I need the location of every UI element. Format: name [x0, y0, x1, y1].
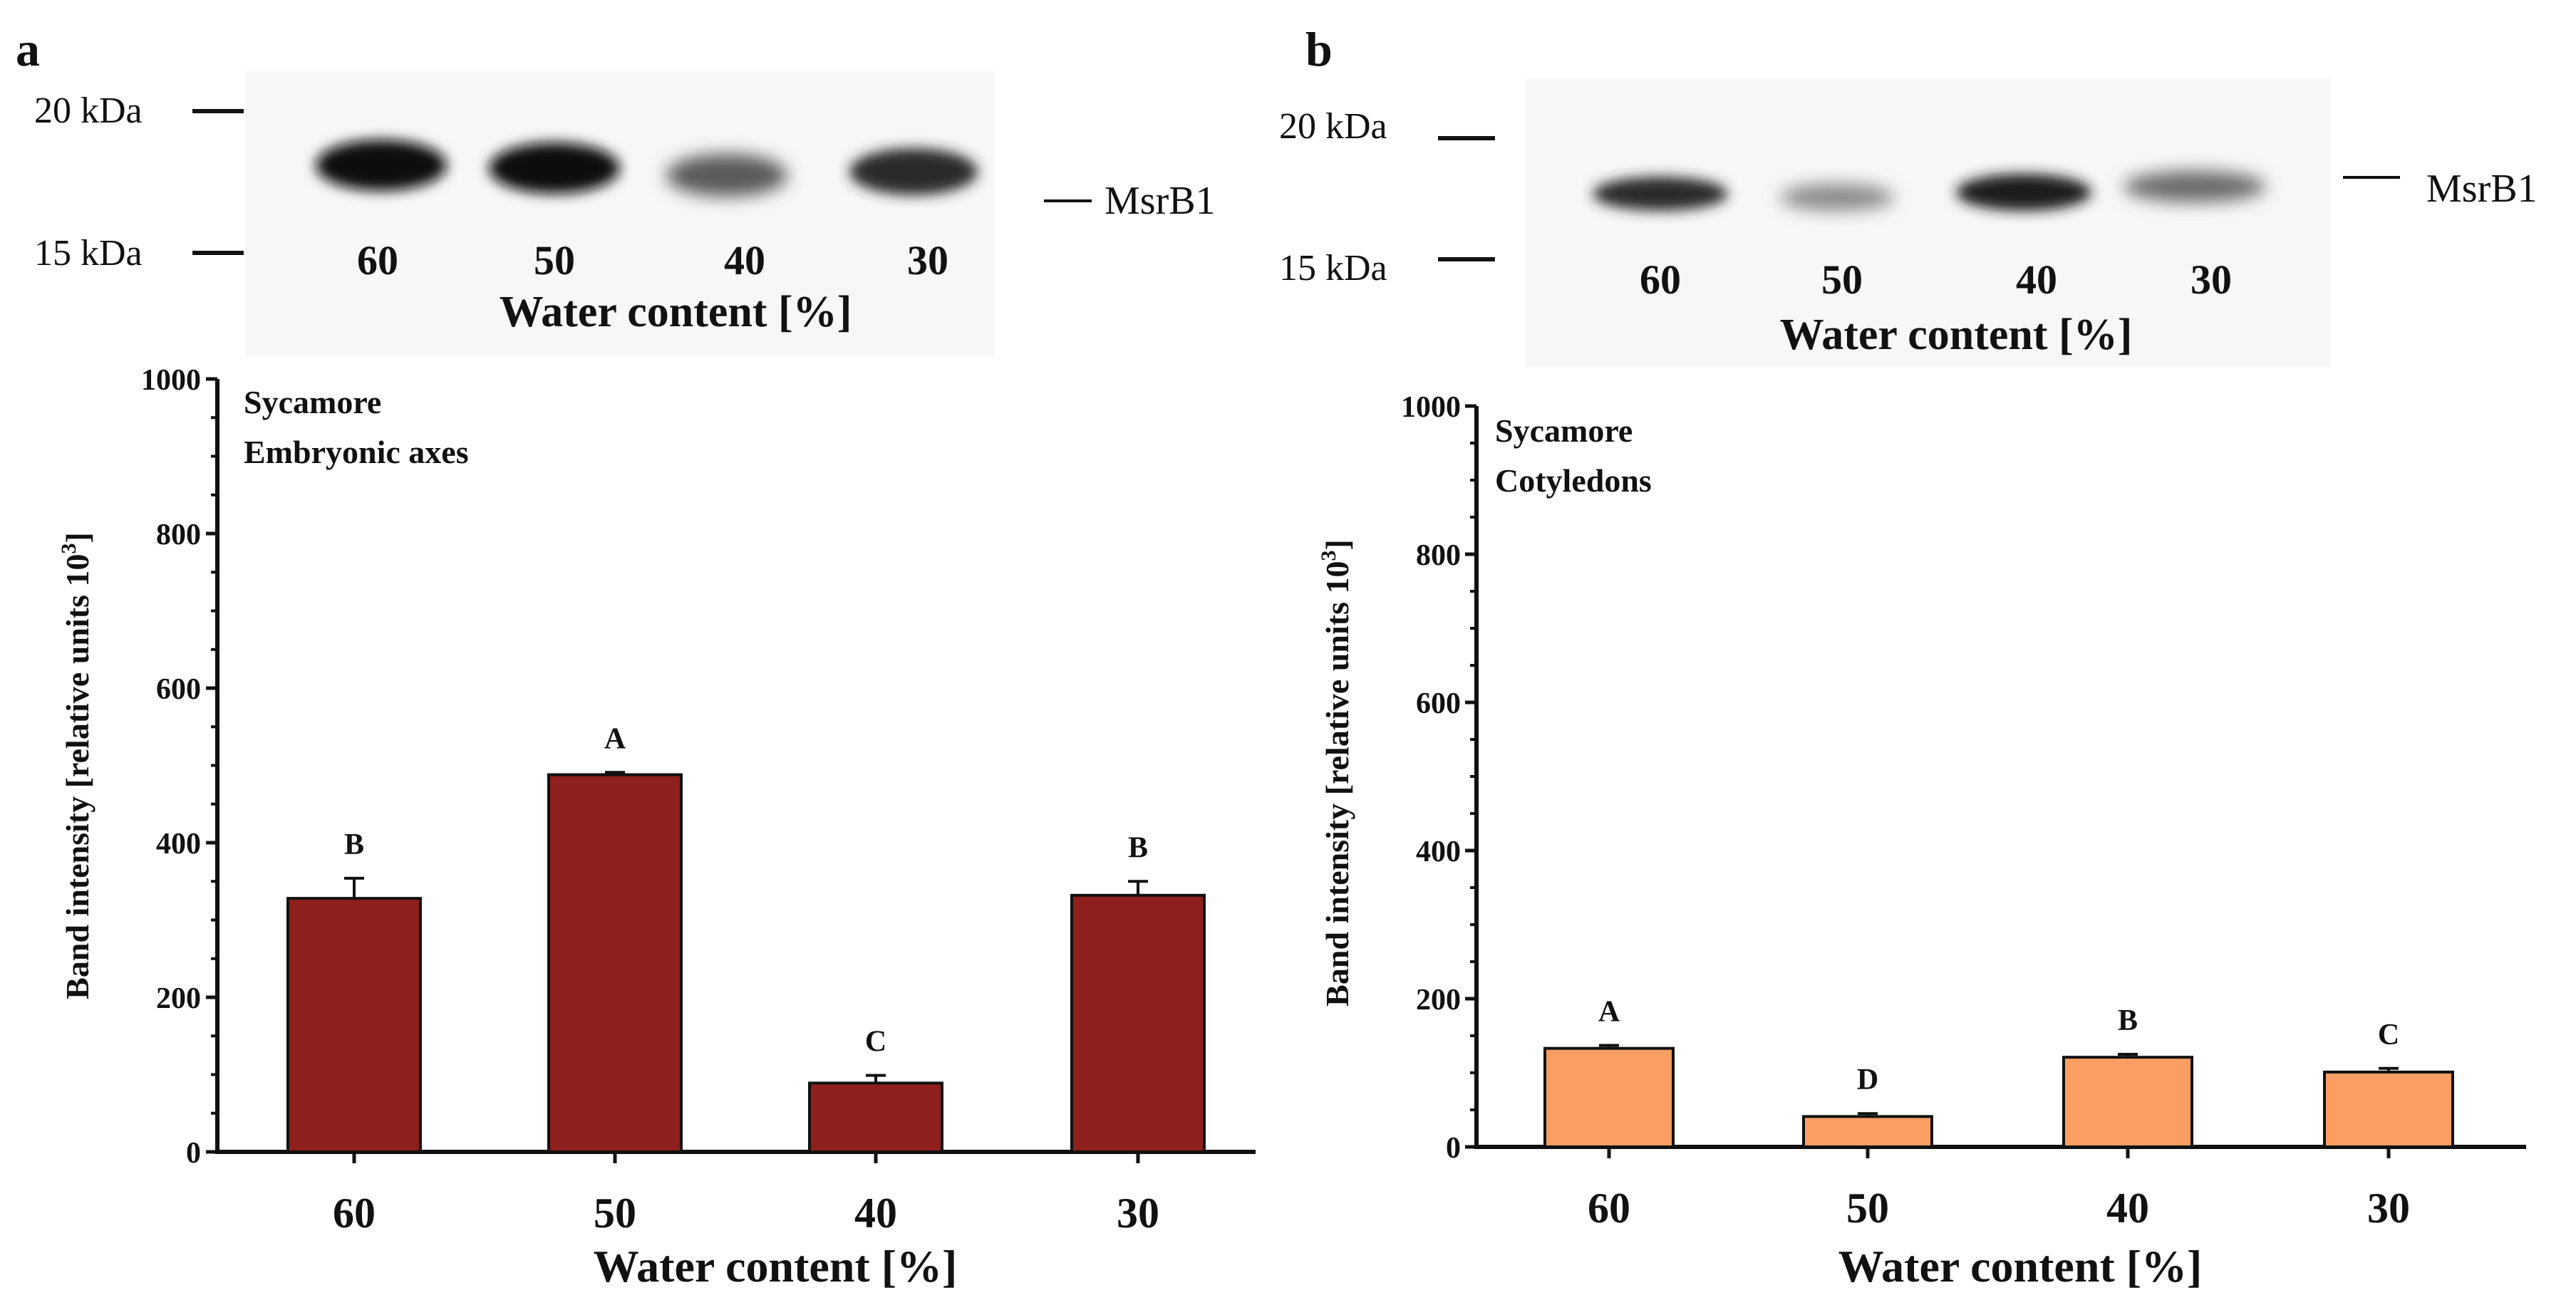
chart-a-ytick-label-3: 600: [156, 673, 201, 706]
blot-a-band-lane3: [666, 154, 787, 197]
panel-letter-a: a: [16, 22, 40, 76]
chart-b-sig-letter-3: C: [2378, 1019, 2399, 1051]
chart-b-ytick-label-0: 0: [1446, 1132, 1461, 1165]
blot-b-lane-label-1: 60: [1640, 256, 1681, 303]
blot-b-lane-label-2: 50: [1821, 256, 1863, 303]
chart-a-ylabel-main: Band intensity [relative units 10: [59, 554, 95, 999]
blot-a-lane-label-4: 30: [907, 237, 948, 284]
chart-a-xtick-label-1: 50: [594, 1190, 636, 1237]
chart-a-xtick-label-0: 60: [333, 1190, 376, 1237]
chart-a-bar-2: [808, 1081, 943, 1154]
chart-a-bar-1: [547, 773, 683, 1153]
blot-a-xlabel: Water content [%]: [500, 288, 852, 336]
blot-b-lane-label-3: 40: [2016, 256, 2057, 303]
chart-a-ytick-label-0: 0: [186, 1137, 201, 1170]
blot-b: 20 kDa 15 kDa MsrB1 60 50 40 30 Water co…: [1279, 78, 2538, 367]
chart-b-ylabel-sup: 3: [1317, 551, 1340, 561]
blot-a-lane-label-2: 50: [534, 237, 575, 284]
chart-a: 0 200 400 600 800 1000 60 50 40 30 B A C B Sycamore…: [57, 364, 1256, 1291]
chart-a-ytick-label-1: 200: [156, 982, 201, 1015]
chart-b-ytick-label-5: 1000: [1401, 391, 1461, 424]
chart-a-ylabel-end: ]: [59, 532, 95, 543]
chart-a-bar-0: [286, 897, 422, 1153]
panel-letter-b: b: [1305, 22, 1333, 76]
chart-b-xlabel: Water content [%]: [1838, 1241, 2203, 1291]
blot-b-marker-top-label: 20 kDa: [1279, 106, 1387, 147]
chart-b-ytick-label-1: 200: [1416, 984, 1461, 1017]
blot-b-lane-label-4: 30: [2190, 256, 2232, 303]
chart-a-bars: B A C B: [286, 722, 1206, 1154]
chart-a-xlabel: Water content [%]: [594, 1241, 958, 1291]
chart-b-xtick-label-1: 50: [1846, 1185, 1889, 1232]
chart-b-ylabel-main: Band intensity [relative units 10: [1319, 561, 1355, 1007]
blot-a-lane-label-1: 60: [357, 237, 398, 284]
chart-a-ylabel: Band intensity [relative units 103]: [57, 532, 95, 999]
chart-b-ylabel-end: ]: [1319, 539, 1355, 550]
chart-b-ytick-label-3: 600: [1416, 687, 1461, 720]
chart-b-xtick-label-3: 30: [2367, 1185, 2410, 1232]
chart-b-ytick-label-2: 400: [1416, 836, 1461, 868]
chart-b-bar-2: [2062, 1056, 2193, 1149]
chart-b-sig-letter-0: A: [1598, 996, 1620, 1029]
panel-a: a 20 kDa 15 kDa MsrB1 60 50 40 30 Water …: [16, 22, 1256, 1291]
chart-a-title: Sycamore: [244, 384, 381, 420]
chart-a-xtick-label-3: 30: [1117, 1190, 1159, 1237]
chart-a-sig-letter-2: C: [865, 1026, 886, 1059]
chart-a-sig-letter-0: B: [344, 828, 364, 861]
chart-b-sig-letter-1: D: [1857, 1064, 1878, 1096]
blot-a-band-label: MsrB1: [1105, 179, 1216, 223]
chart-a-ylabel-sup: 3: [57, 544, 81, 554]
chart-b-xtick-label-2: 40: [2106, 1185, 2149, 1232]
chart-b-ytick-label-4: 800: [1416, 539, 1461, 572]
chart-b-title: Sycamore: [1495, 412, 1633, 449]
chart-a-bar-3: [1070, 893, 1206, 1154]
chart-a-ytick-label-4: 800: [156, 519, 201, 551]
blot-b-band-lane1: [1593, 177, 1728, 211]
panel-b: b 20 kDa 15 kDa MsrB1 60 50 40 30 Water …: [1279, 22, 2538, 1291]
chart-a-sig-letter-3: B: [1128, 831, 1148, 864]
chart-b-bar-3: [2323, 1070, 2454, 1148]
chart-b-bars: A D B C: [1543, 996, 2454, 1149]
chart-a-subtitle: Embryonic axes: [244, 434, 469, 470]
chart-b-bar-1: [1802, 1115, 1933, 1148]
blot-b-band-lane3: [1956, 174, 2091, 211]
blot-b-xlabel: Water content [%]: [1780, 311, 2133, 359]
chart-a-xtick-label-2: 40: [854, 1190, 897, 1237]
blot-a-marker-top-label: 20 kDa: [34, 90, 143, 131]
blot-b-band-lane2: [1780, 184, 1894, 211]
chart-b-bar-0: [1543, 1046, 1675, 1149]
blot-b-band-lane4: [2124, 171, 2266, 202]
blot-b-band-label: MsrB1: [2426, 167, 2538, 211]
chart-b: 0 200 400 600 800 1000 60 50 40 30 A D B C Sycamore…: [1317, 391, 2526, 1291]
chart-a-xticks: 60 50 40 30: [333, 1152, 1159, 1237]
chart-b-sig-letter-2: B: [2118, 1004, 2138, 1037]
chart-a-sig-letter-1: A: [604, 722, 626, 755]
chart-b-xtick-label-0: 60: [1588, 1185, 1630, 1232]
blot-a-band-lane2: [489, 142, 620, 194]
chart-a-yticks: 0 200 400 600 800 1000: [141, 364, 217, 1170]
blot-a-marker-bottom-label: 15 kDa: [34, 233, 143, 274]
blot-a-background: [246, 71, 994, 356]
blot-a-band-lane4: [849, 148, 978, 195]
blot-a: 20 kDa 15 kDa MsrB1 60 50 40 30 Water co…: [34, 71, 1216, 356]
chart-b-ylabel: Band intensity [relative units 103]: [1317, 539, 1355, 1007]
chart-b-xticks: 60 50 40 30: [1588, 1147, 2410, 1232]
chart-a-ytick-label-5: 1000: [141, 364, 201, 397]
blot-a-lane-label-3: 40: [724, 237, 765, 284]
blot-a-band-lane1: [316, 140, 447, 191]
blot-b-background: [1525, 78, 2330, 367]
chart-b-subtitle: Cotyledons: [1495, 462, 1652, 499]
chart-a-ytick-label-2: 400: [156, 828, 201, 861]
chart-b-yticks: 0 200 400 600 800 1000: [1401, 391, 1476, 1165]
blot-b-marker-bottom-label: 15 kDa: [1279, 248, 1387, 289]
